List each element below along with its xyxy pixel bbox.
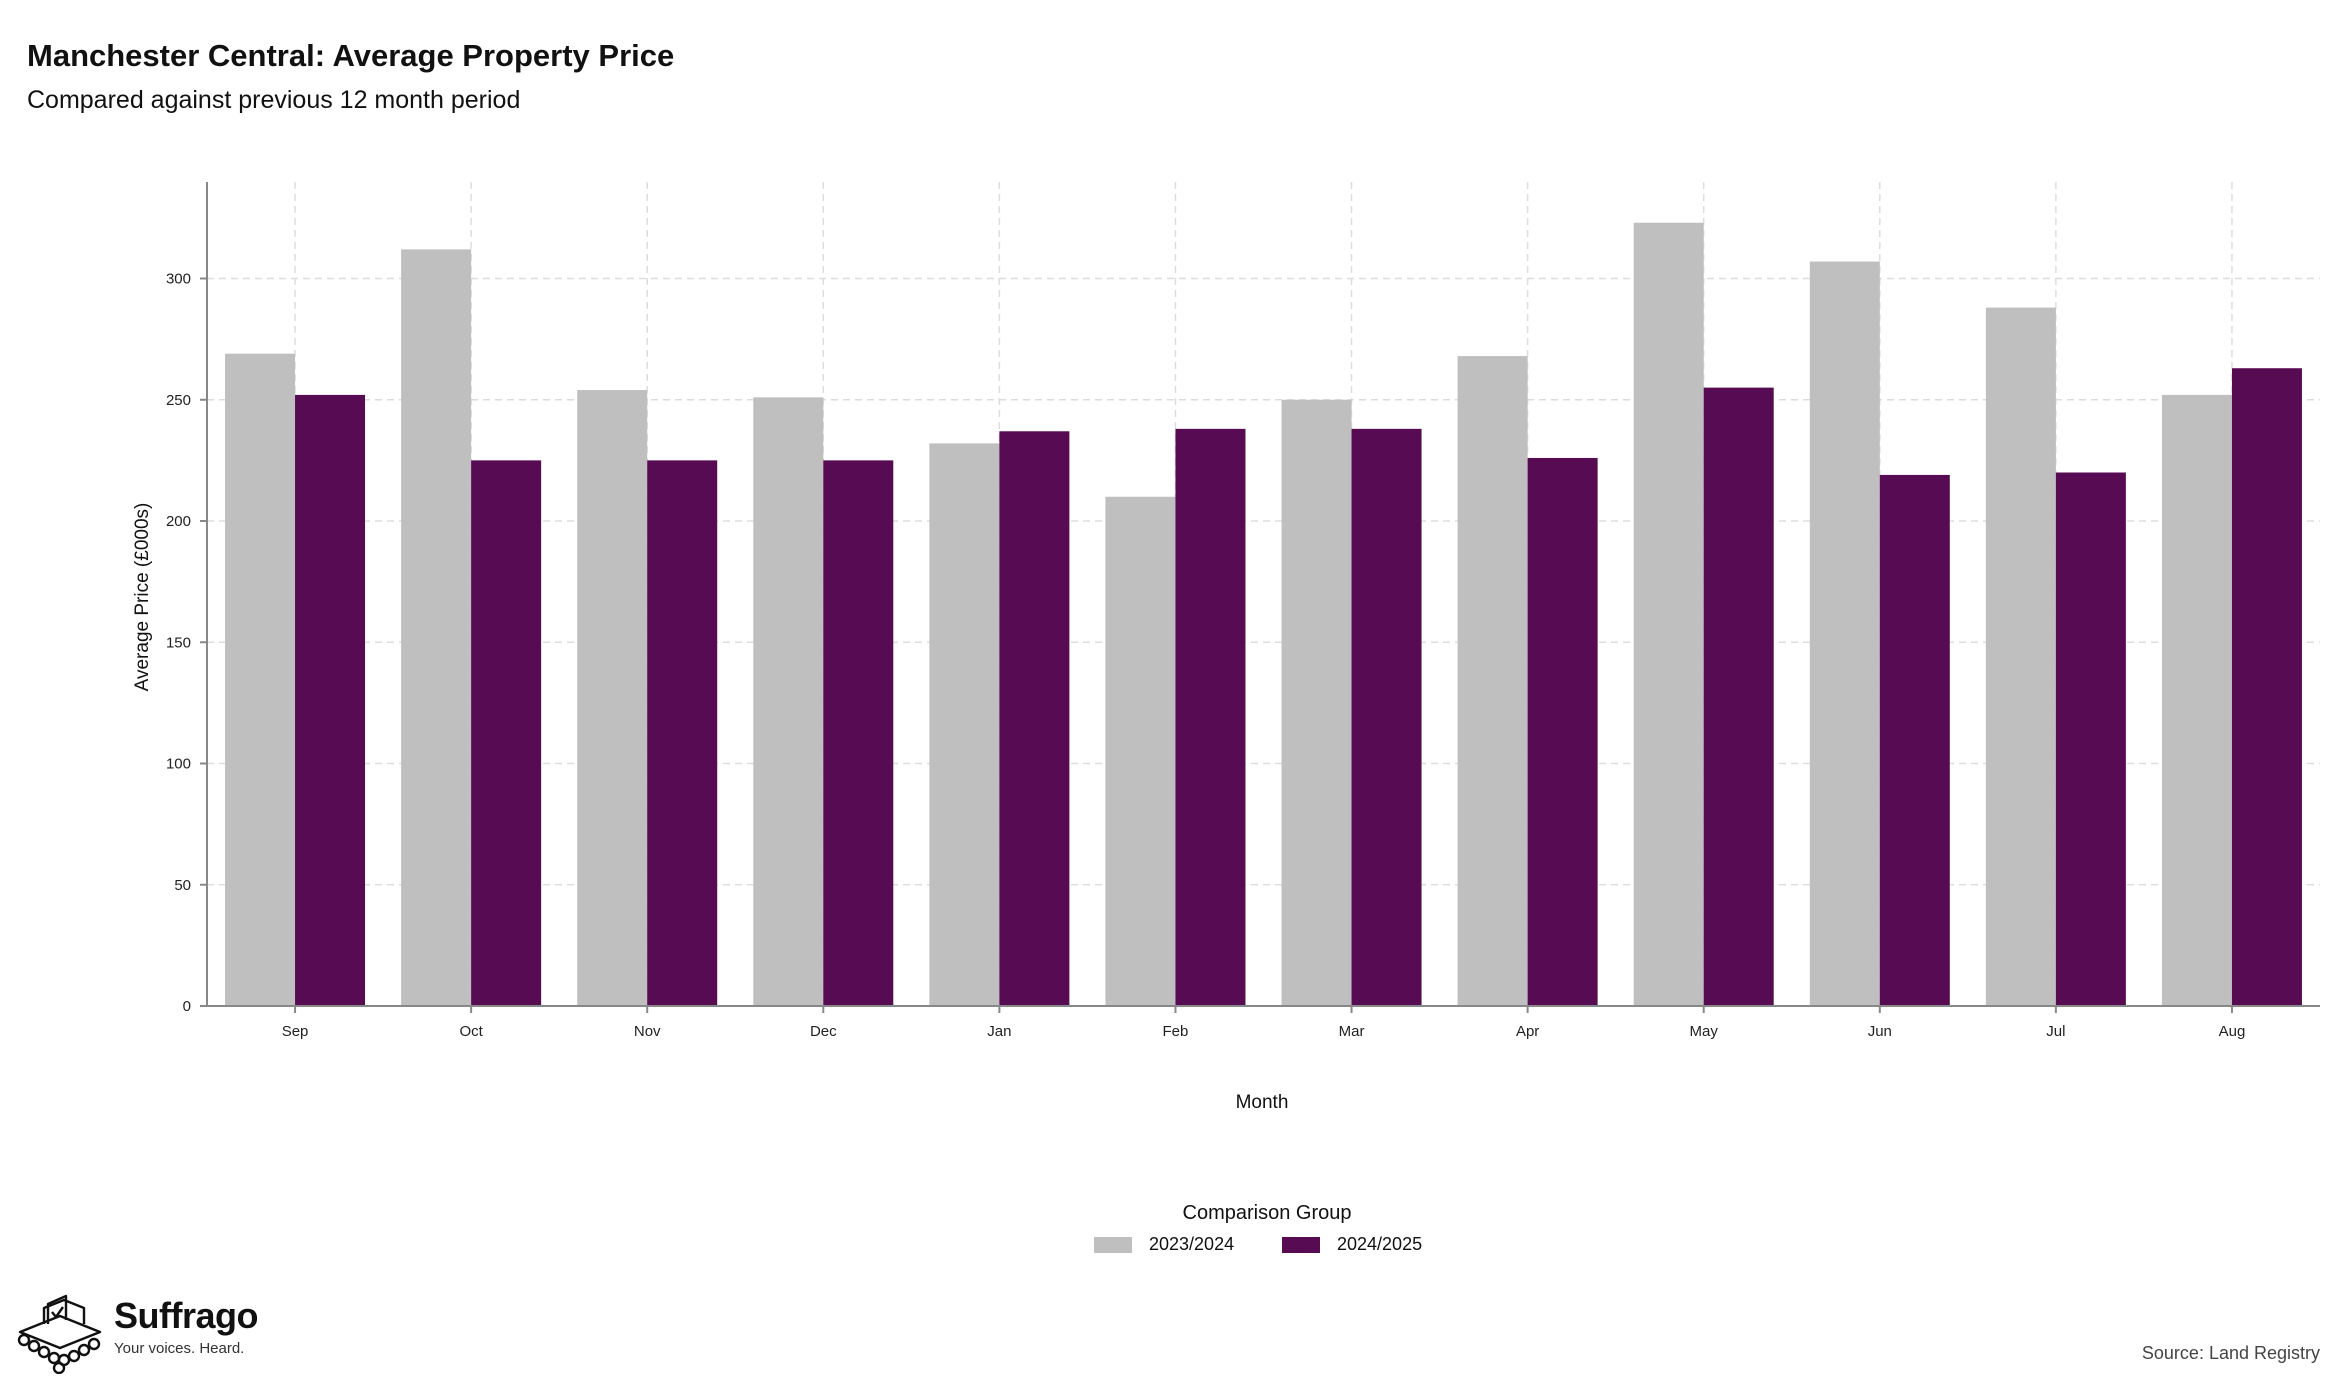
x-tick-label: Aug bbox=[2219, 1023, 2246, 1040]
y-tick-label: 150 bbox=[166, 634, 191, 651]
y-tick-label: 100 bbox=[166, 756, 191, 773]
bar-2023-2024-aug bbox=[2161, 394, 2232, 1006]
legend-label: 2023/2024 bbox=[1149, 1234, 1235, 1254]
brand-tagline: Your voices. Heard. bbox=[114, 1340, 245, 1357]
bar-2023-2024-feb bbox=[1105, 496, 1176, 1006]
bar-2023-2024-oct bbox=[401, 249, 472, 1006]
legend-swatch-2024-2025 bbox=[1282, 1236, 1320, 1253]
bar-2024-2025-jan bbox=[999, 431, 1070, 1006]
brand-logo: Suffrago Your voices. Heard. bbox=[14, 1294, 259, 1374]
y-tick-label: 250 bbox=[166, 392, 191, 409]
bar-2024-2025-oct bbox=[471, 460, 542, 1006]
x-tick-label: Jul bbox=[2046, 1023, 2065, 1040]
ballot-box-icon bbox=[17, 1294, 102, 1374]
y-tick-label: 200 bbox=[166, 513, 191, 530]
tick-labels: 0 50 100 150 200 250 300 Sep Oct Nov Dec Jan Feb Mar A… bbox=[166, 271, 2245, 1041]
bar-2024-2025-jul bbox=[2055, 472, 2126, 1006]
bar-2024-2025-aug bbox=[2231, 368, 2302, 1007]
bar-2024-2025-nov bbox=[647, 460, 718, 1006]
bar-2024-2025-may bbox=[1703, 387, 1774, 1006]
x-tick-label: Dec bbox=[810, 1023, 837, 1040]
legend-label: 2024/2025 bbox=[1337, 1234, 1423, 1254]
bar-2023-2024-may bbox=[1633, 222, 1704, 1007]
y-tick-label: 50 bbox=[174, 877, 191, 894]
bar-2023-2024-apr bbox=[1457, 356, 1528, 1007]
chart-title: Manchester Central: Average Property Pri… bbox=[27, 38, 675, 73]
source-note: Source: Land Registry bbox=[2141, 1343, 2320, 1363]
y-tick-label: 0 bbox=[183, 998, 191, 1015]
x-axis-title: Month bbox=[1236, 1092, 1289, 1113]
brand-name: Suffrago bbox=[114, 1295, 259, 1336]
x-tick-label: Oct bbox=[459, 1023, 483, 1040]
x-tick-label: Feb bbox=[1163, 1023, 1189, 1040]
bar-2024-2025-apr bbox=[1527, 457, 1598, 1006]
bar-2023-2024-jan bbox=[929, 443, 1000, 1006]
legend-item-2023-2024[interactable]: 2023/2024 bbox=[1094, 1234, 1234, 1255]
bar-2023-2024-jun bbox=[1809, 261, 1880, 1006]
x-tick-label: Sep bbox=[282, 1023, 309, 1040]
y-axis-title: Average Price (£000s) bbox=[132, 503, 153, 692]
legend-title: Comparison Group bbox=[1182, 1202, 1352, 1224]
bar-2024-2025-jun bbox=[1879, 474, 1950, 1006]
bar-2024-2025-mar bbox=[1351, 428, 1422, 1007]
x-tick-label: Jan bbox=[987, 1023, 1011, 1040]
bar-2023-2024-sep bbox=[225, 353, 296, 1006]
bar-2024-2025-feb bbox=[1175, 428, 1246, 1007]
axes bbox=[200, 182, 2320, 1013]
legend-swatch-2023-2024 bbox=[1094, 1236, 1132, 1253]
x-tick-label: Nov bbox=[634, 1023, 661, 1040]
bar-chart: 0 50 100 150 200 250 300 Sep Oct Nov Dec Jan Feb Mar A… bbox=[132, 182, 2320, 1113]
x-tick-label: Apr bbox=[1516, 1023, 1539, 1040]
bar-2023-2024-nov bbox=[577, 390, 648, 1006]
x-tick-label: May bbox=[1690, 1023, 1719, 1040]
y-tick-label: 300 bbox=[166, 271, 191, 288]
x-tick-label: Jun bbox=[1868, 1023, 1892, 1040]
bar-2024-2025-sep bbox=[295, 394, 366, 1006]
chart-subtitle: Compared against previous 12 month perio… bbox=[27, 86, 521, 114]
legend-item-2024-2025[interactable]: 2024/2025 bbox=[1282, 1234, 1422, 1255]
bar-2023-2024-dec bbox=[753, 397, 824, 1006]
bar-2023-2024-mar bbox=[1281, 399, 1352, 1006]
bar-2024-2025-dec bbox=[823, 460, 894, 1006]
bar-2023-2024-jul bbox=[1985, 307, 2056, 1007]
bars bbox=[225, 222, 2302, 1007]
x-tick-label: Mar bbox=[1339, 1023, 1365, 1040]
